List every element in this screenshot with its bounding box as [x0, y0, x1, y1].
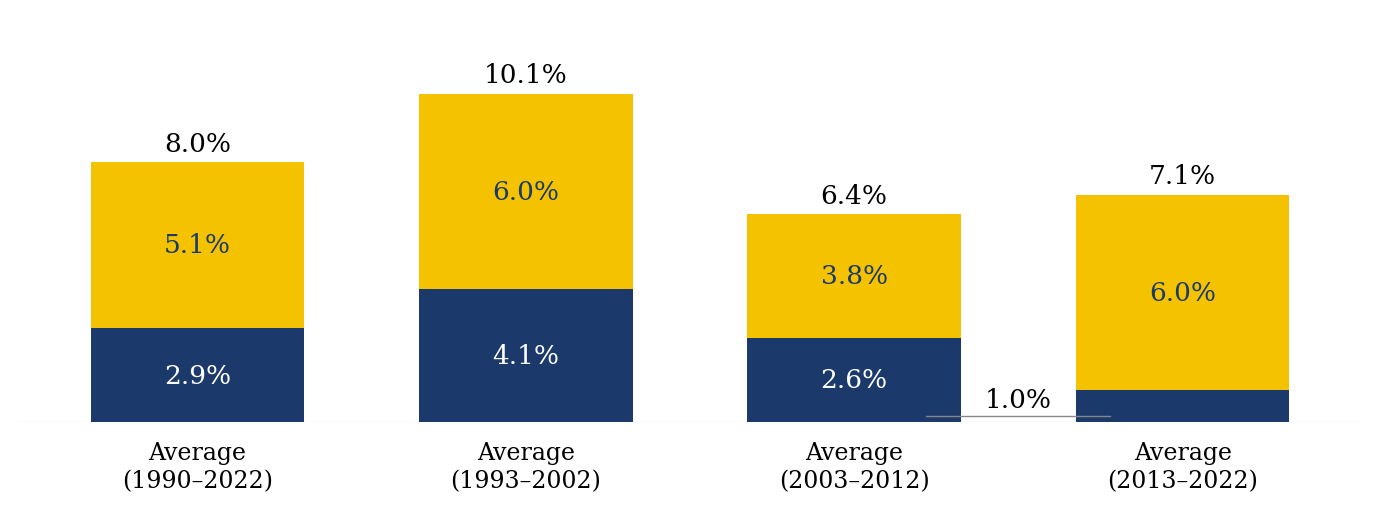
Text: 3.8%: 3.8% [821, 264, 887, 289]
Text: 4.1%: 4.1% [493, 344, 559, 369]
Bar [420, 95, 632, 289]
Bar [748, 338, 960, 422]
Text: 6.0%: 6.0% [493, 180, 559, 205]
Text: 10.1%: 10.1% [484, 63, 567, 88]
Bar [91, 163, 304, 328]
Text: 1.0%: 1.0% [985, 387, 1052, 412]
Text: 6.0%: 6.0% [1150, 280, 1216, 305]
Text: 5.1%: 5.1% [164, 233, 230, 258]
Bar [91, 328, 304, 422]
Bar [1076, 390, 1289, 422]
Bar [748, 215, 960, 338]
Text: 8.0%: 8.0% [164, 131, 230, 156]
Bar [420, 289, 632, 422]
Bar [1076, 195, 1289, 390]
Text: 2.9%: 2.9% [164, 363, 230, 388]
Text: 6.4%: 6.4% [821, 183, 887, 208]
Text: 7.1%: 7.1% [1150, 164, 1216, 189]
Text: 2.6%: 2.6% [821, 367, 887, 392]
